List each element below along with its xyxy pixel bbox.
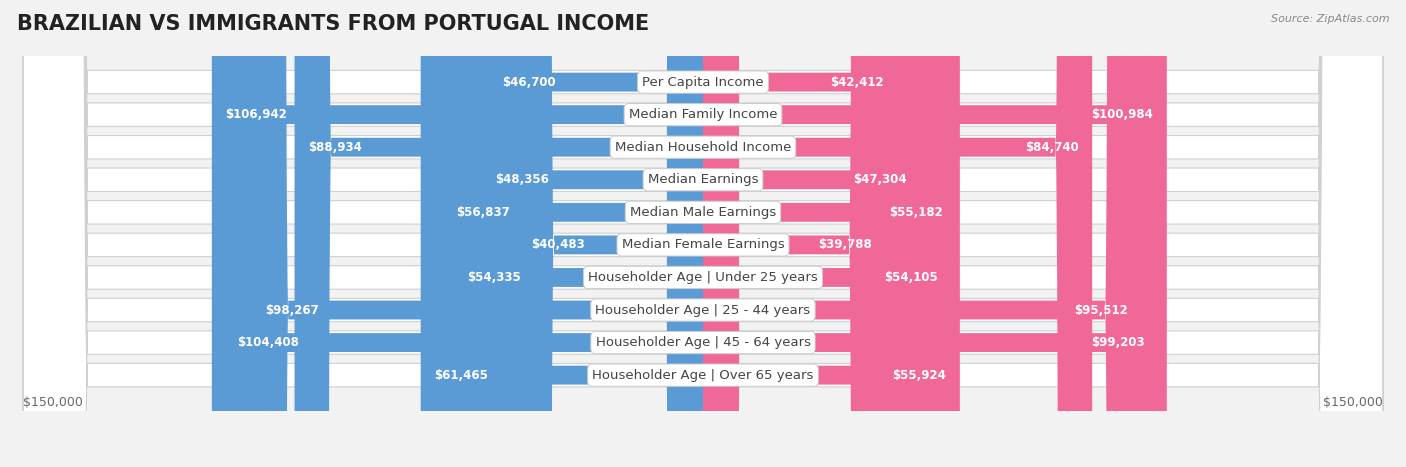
FancyBboxPatch shape [703, 0, 1159, 467]
Text: $40,483: $40,483 [531, 238, 585, 251]
Text: $106,942: $106,942 [225, 108, 287, 121]
FancyBboxPatch shape [24, 0, 1382, 467]
Text: Median Earnings: Median Earnings [648, 173, 758, 186]
Text: $55,924: $55,924 [893, 368, 946, 382]
FancyBboxPatch shape [703, 0, 956, 467]
Text: BRAZILIAN VS IMMIGRANTS FROM PORTUGAL INCOME: BRAZILIAN VS IMMIGRANTS FROM PORTUGAL IN… [17, 14, 650, 34]
Text: Per Capita Income: Per Capita Income [643, 76, 763, 89]
FancyBboxPatch shape [703, 0, 898, 467]
Text: Householder Age | 45 - 64 years: Householder Age | 45 - 64 years [596, 336, 810, 349]
FancyBboxPatch shape [703, 0, 921, 467]
FancyBboxPatch shape [481, 0, 703, 467]
FancyBboxPatch shape [703, 0, 1092, 467]
Text: Median Male Earnings: Median Male Earnings [630, 206, 776, 219]
Text: $104,408: $104,408 [238, 336, 299, 349]
FancyBboxPatch shape [294, 0, 703, 467]
FancyBboxPatch shape [441, 0, 703, 467]
Text: $39,788: $39,788 [818, 238, 872, 251]
FancyBboxPatch shape [24, 0, 1382, 467]
Text: $54,105: $54,105 [884, 271, 938, 284]
Text: $100,984: $100,984 [1091, 108, 1153, 121]
Text: Median Female Earnings: Median Female Earnings [621, 238, 785, 251]
Text: Householder Age | Under 25 years: Householder Age | Under 25 years [588, 271, 818, 284]
FancyBboxPatch shape [703, 0, 886, 467]
FancyBboxPatch shape [24, 0, 1382, 467]
Text: $56,837: $56,837 [456, 206, 509, 219]
Text: $42,412: $42,412 [831, 76, 884, 89]
FancyBboxPatch shape [420, 0, 703, 467]
FancyBboxPatch shape [24, 0, 1382, 467]
Text: Householder Age | Over 65 years: Householder Age | Over 65 years [592, 368, 814, 382]
Text: $88,934: $88,934 [308, 141, 363, 154]
Text: $98,267: $98,267 [266, 304, 319, 317]
Text: Source: ZipAtlas.com: Source: ZipAtlas.com [1271, 14, 1389, 24]
Text: $99,203: $99,203 [1091, 336, 1144, 349]
Text: Median Household Income: Median Household Income [614, 141, 792, 154]
FancyBboxPatch shape [488, 0, 703, 467]
Text: $84,740: $84,740 [1025, 141, 1078, 154]
Text: $150,000: $150,000 [24, 396, 83, 409]
FancyBboxPatch shape [224, 0, 703, 467]
FancyBboxPatch shape [24, 0, 1382, 467]
FancyBboxPatch shape [212, 0, 703, 467]
FancyBboxPatch shape [24, 0, 1382, 467]
Text: Median Family Income: Median Family Income [628, 108, 778, 121]
FancyBboxPatch shape [703, 0, 952, 467]
FancyBboxPatch shape [24, 0, 1382, 467]
Text: $61,465: $61,465 [434, 368, 488, 382]
FancyBboxPatch shape [252, 0, 703, 467]
Text: $55,182: $55,182 [889, 206, 942, 219]
Text: $48,356: $48,356 [495, 173, 548, 186]
Text: $54,335: $54,335 [467, 271, 522, 284]
FancyBboxPatch shape [703, 0, 1142, 467]
FancyBboxPatch shape [24, 0, 1382, 467]
FancyBboxPatch shape [454, 0, 703, 467]
Text: $46,700: $46,700 [502, 76, 555, 89]
Text: $150,000: $150,000 [1323, 396, 1382, 409]
FancyBboxPatch shape [24, 0, 1382, 467]
FancyBboxPatch shape [703, 0, 1167, 467]
FancyBboxPatch shape [517, 0, 703, 467]
Text: Householder Age | 25 - 44 years: Householder Age | 25 - 44 years [595, 304, 811, 317]
Text: $47,304: $47,304 [853, 173, 907, 186]
FancyBboxPatch shape [24, 0, 1382, 467]
Text: $95,512: $95,512 [1074, 304, 1128, 317]
FancyBboxPatch shape [703, 0, 960, 467]
